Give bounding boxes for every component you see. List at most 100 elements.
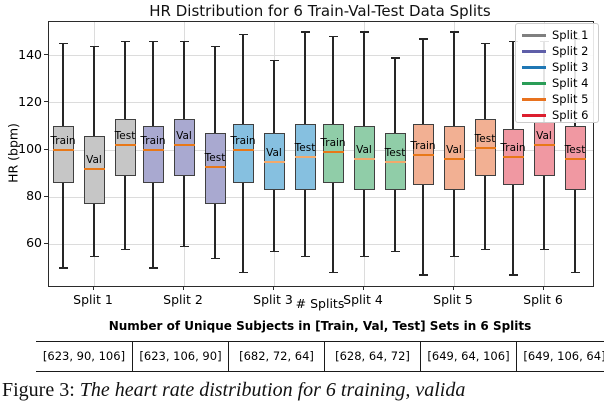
box-label: Train <box>320 137 346 150</box>
legend-swatch <box>522 65 546 69</box>
whisker-cap-bottom <box>508 274 518 276</box>
legend: Split 1 Split 2 Split 3 Split 4 Split 5 Split… <box>515 23 599 123</box>
whisker-cap-bottom <box>269 250 279 253</box>
gridline-horizontal <box>49 55 593 57</box>
whisker-cap-bottom <box>120 248 130 250</box>
box <box>232 124 254 184</box>
legend-label: Split 1 <box>552 28 589 42</box>
whisker-cap-bottom <box>58 267 68 269</box>
whisker-cap-bottom <box>359 255 369 257</box>
whisker-cap-bottom <box>148 267 158 269</box>
y-tick-mark <box>44 195 48 197</box>
legend-swatch <box>522 113 546 117</box>
median-line <box>384 160 406 163</box>
median-line <box>83 167 105 170</box>
table-top-rule <box>36 341 604 342</box>
x-tick-mark <box>182 286 184 290</box>
box <box>564 126 586 191</box>
median-line <box>474 146 496 149</box>
legend-label: Split 3 <box>552 60 589 74</box>
median-line <box>533 144 555 147</box>
whisker-cap-bottom <box>238 272 248 274</box>
whisker-cap-bottom <box>480 248 490 250</box>
y-tick-mark <box>44 54 48 56</box>
whisker-cap-top <box>269 59 279 61</box>
whisker-cap-top <box>418 38 428 40</box>
caption-text: The heart rate distribution for 6 traini… <box>74 379 466 401</box>
legend-item: Split 2 <box>516 43 598 59</box>
gridline-horizontal <box>49 102 593 104</box>
x-axis-label: # Splits <box>295 296 345 311</box>
box-label: Test <box>114 130 136 143</box>
x-tick-label: Split 4 <box>343 292 383 307</box>
box <box>173 119 195 176</box>
y-tick-mark <box>44 148 48 150</box>
whisker-cap-top <box>148 40 158 43</box>
median-line <box>353 158 375 161</box>
table-cell-split1: [623, 90, 106] <box>42 349 126 363</box>
whisker-cap-bottom <box>539 248 549 250</box>
hr-boxplot-chart: HR Distribution for 6 Train-Val-Test Dat… <box>6 2 599 311</box>
whisker-cap-bottom <box>570 272 580 274</box>
whisker-cap-top <box>328 36 338 38</box>
whisker-cap-top <box>390 57 400 59</box>
whisker-cap-bottom <box>210 257 220 260</box>
box <box>443 126 465 191</box>
box <box>142 126 164 184</box>
legend-item: Split 3 <box>516 59 598 75</box>
legend-swatch <box>522 81 546 85</box>
box <box>322 124 344 184</box>
y-tick-mark <box>44 101 48 103</box>
box-label: Train <box>230 135 256 147</box>
median-line <box>322 151 344 154</box>
box-label: Test <box>384 146 406 159</box>
median-line <box>232 149 254 151</box>
whisker-cap-top <box>179 40 189 43</box>
median-line <box>564 158 586 161</box>
y-tick-label: 80 <box>26 188 42 204</box>
y-tick-mark <box>44 242 48 244</box>
box-label: Val <box>536 130 552 143</box>
whisker-cap-bottom <box>89 255 99 257</box>
whisker-cap-bottom <box>390 250 400 253</box>
gridline-horizontal <box>49 196 593 198</box>
box-label: Val <box>176 130 192 143</box>
x-tick-mark <box>92 286 94 290</box>
x-tick-label: Split 3 <box>253 292 293 307</box>
box-label: Val <box>266 146 282 159</box>
whisker-cap-top <box>480 43 490 45</box>
table-cell-split6: [649, 106, 64] <box>516 342 604 371</box>
x-tick-label: Split 2 <box>163 292 203 307</box>
median-line <box>443 158 465 161</box>
table-title: Number of Unique Subjects in [Train, Val… <box>108 319 532 333</box>
x-tick-mark <box>452 286 454 290</box>
box-label: Test <box>294 142 316 155</box>
whisker-cap-bottom <box>328 272 338 274</box>
legend-item: Split 5 <box>516 91 598 107</box>
legend-swatch <box>522 97 546 101</box>
whisker-cap-top <box>58 43 68 45</box>
y-tick-label: 100 <box>18 141 42 156</box>
median-line <box>114 144 136 147</box>
box-label: Train <box>500 142 526 155</box>
x-tick-label: Split 6 <box>523 292 563 307</box>
caption-label: Figure 3: <box>2 379 75 401</box>
whisker-cap-bottom <box>300 255 310 257</box>
median-line <box>204 165 226 168</box>
plot-area: Train Val Test Train Val Test Train Val Test Trai… <box>48 21 594 287</box>
legend-label: Split 5 <box>552 92 589 106</box>
gridline-horizontal <box>49 243 593 245</box>
table-cell-split5: [649, 64, 106] <box>420 342 516 371</box>
x-tick-mark <box>272 286 274 290</box>
x-tick-label: Split 5 <box>433 292 473 307</box>
median-line <box>173 144 195 147</box>
table-cell-split3: [682, 72, 64] <box>228 342 324 371</box>
box-label: Train <box>140 135 166 147</box>
table-cell-split4: [628, 64, 72] <box>324 342 420 371</box>
whisker-cap-bottom <box>179 246 189 248</box>
legend-swatch <box>522 49 546 53</box>
median-line <box>142 149 164 151</box>
whisker-cap-top <box>238 33 248 35</box>
y-tick-label: 120 <box>18 93 42 109</box>
figure-caption: Figure 3: The heart rate distribution fo… <box>2 379 602 402</box>
